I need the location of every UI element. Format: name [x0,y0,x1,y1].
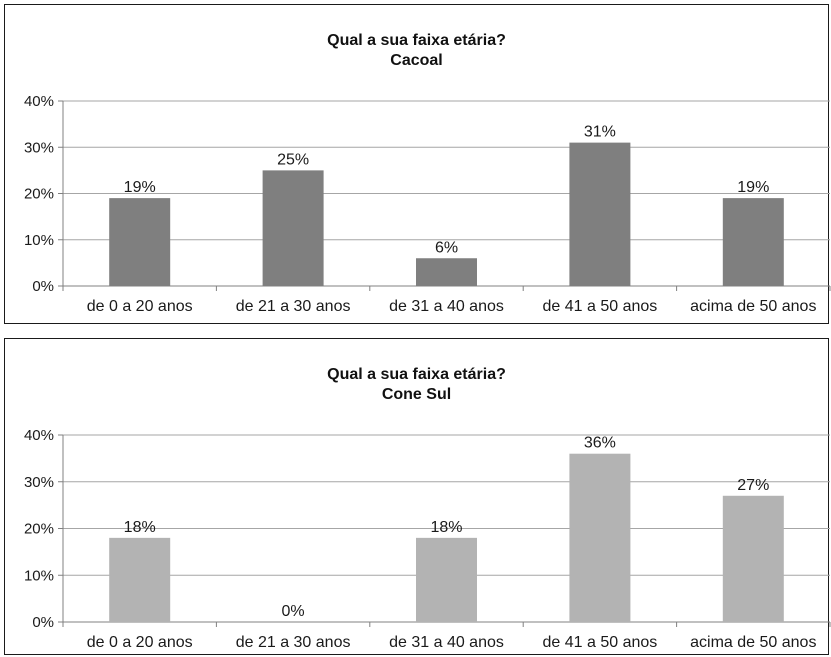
data-label: 19% [737,179,769,196]
x-category-label: de 0 a 20 anos [87,298,193,315]
bar [722,495,784,622]
x-category-label: de 0 a 20 anos [87,634,193,651]
bar [109,198,171,286]
y-tick-label: 20% [24,186,54,203]
bar [569,453,631,622]
data-label: 31% [584,124,616,141]
y-tick-label: 30% [24,474,54,491]
bar-chart-cone-sul: 0% 10% 20% 30% 40% 18% de 0 a 20 anos 0% de 21 a… [24,427,831,651]
x-category-label: de 21 a 30 anos [236,634,351,651]
chart-panel-cacoal: Qual a sua faixa etária? Cacoal 0% 10% 20%… [4,4,831,324]
x-category-label: de 31 a 40 anos [389,634,504,651]
data-label: 36% [584,435,616,452]
bar [109,537,171,622]
chart-subtitle: Cone Sul [381,386,452,403]
y-tick-label: 0% [32,614,54,631]
data-label: 18% [430,519,462,536]
data-label: 0% [282,603,305,620]
x-category-label: acima de 50 anos [690,634,816,651]
data-label: 19% [124,179,156,196]
x-category-label: acima de 50 anos [690,298,816,315]
y-tick-label: 20% [24,521,54,538]
y-tick-label: 10% [24,232,54,249]
bar-chart-cacoal: 0% 10% 20% 30% 40% 19% de 0 a 20 anos 25% de 21 … [24,93,831,315]
x-category-label: de 41 a 50 anos [543,634,658,651]
y-tick-label: 40% [24,427,54,444]
data-label: 6% [435,239,458,256]
data-label: 27% [737,477,769,494]
bar [569,142,631,286]
x-category-label: de 41 a 50 anos [543,298,658,315]
bar [722,198,784,286]
data-label: 25% [277,151,309,168]
y-tick-label: 30% [24,139,54,156]
y-tick-label: 0% [32,278,54,295]
x-category-label: de 21 a 30 anos [236,298,351,315]
chart-title: Qual a sua faixa etária? [327,366,506,383]
bar [416,258,477,286]
chart-title: Qual a sua faixa etária? [327,32,506,49]
chart-panel-cone-sul: Qual a sua faixa etária? Cone Sul 0% 10% 2… [4,338,831,655]
chart-subtitle: Cacoal [390,52,443,69]
bar [416,537,477,622]
y-tick-label: 40% [24,93,54,110]
bar [262,170,324,286]
data-label: 18% [124,519,156,536]
y-tick-label: 10% [24,567,54,584]
x-category-label: de 31 a 40 anos [389,298,504,315]
